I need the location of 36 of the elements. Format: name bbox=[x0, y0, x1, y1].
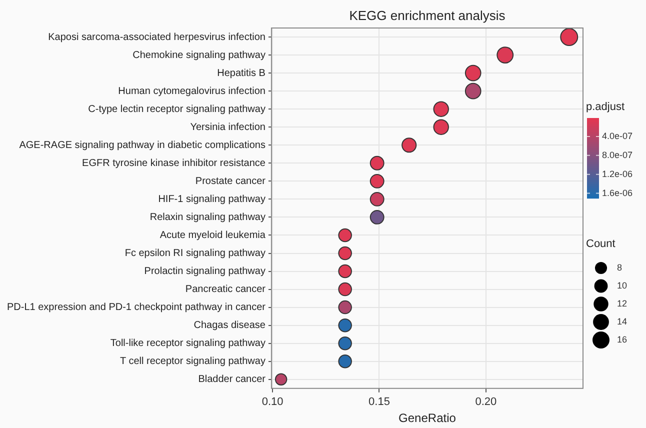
legend-title: Count bbox=[586, 238, 616, 250]
y-tick-label: Yersinia infection bbox=[190, 122, 266, 133]
color-bar-label: 4.0e-07 bbox=[602, 130, 633, 141]
y-tick-label: Kaposi sarcoma-associated herpesvirus infection bbox=[48, 32, 266, 43]
y-tick-label: AGE-RAGE signaling pathway in diabetic complications bbox=[19, 140, 266, 151]
legend-label: 10 bbox=[617, 280, 628, 290]
y-tick-label: C-type lectin receptor signaling pathway bbox=[88, 104, 266, 115]
color-bar-label: 1.6e-06 bbox=[602, 188, 633, 198]
x-axis-title: GeneRatio bbox=[398, 411, 456, 426]
y-tick-label: Chagas disease bbox=[194, 320, 266, 332]
x-tick-label: 0.10 bbox=[262, 396, 284, 408]
y-tick-label: PD-L1 expression and PD-1 checkpoint pathway in cancer bbox=[6, 302, 266, 314]
y-tick-label: Fc epsilon RI signaling pathway bbox=[124, 248, 266, 259]
legend-label: 16 bbox=[617, 334, 628, 344]
y-tick-label: Relaxin signaling pathway bbox=[150, 212, 266, 223]
y-tick-label: Pancreatic cancer bbox=[185, 284, 266, 296]
y-tick-label: Chemokine signaling pathway bbox=[132, 50, 266, 61]
color-bar-title: p.adjust bbox=[586, 101, 625, 113]
legend-label: 8 bbox=[617, 262, 622, 272]
color-bar-label: 1.2e-06 bbox=[602, 168, 633, 179]
y-tick-label: Prostate cancer bbox=[195, 176, 266, 187]
legend-label: 14 bbox=[617, 316, 628, 326]
y-tick-label: Prolactin signaling pathway bbox=[144, 266, 266, 278]
y-tick-label: EGFR tyrosine kinase inhibitor resistance bbox=[82, 158, 266, 169]
y-tick-label: Bladder cancer bbox=[198, 374, 266, 386]
y-tick-label: Acute myeloid leukemia bbox=[160, 230, 266, 241]
y-tick-label: Human cytomegalovirus infection bbox=[118, 86, 266, 97]
x-tick-label: 0.20 bbox=[475, 396, 497, 408]
y-tick-label: T cell receptor signaling pathway bbox=[120, 356, 266, 368]
y-tick-label: Hepatitis B bbox=[217, 68, 266, 79]
x-tick-label: 0.15 bbox=[368, 396, 390, 408]
color-bar-label: 8.0e-07 bbox=[602, 150, 633, 160]
chart-title: KEGG enrichment analysis bbox=[349, 8, 506, 23]
legend-label: 12 bbox=[617, 298, 628, 308]
y-tick-label: Toll-like receptor signaling pathway bbox=[110, 338, 266, 350]
y-tick-label: HIF-1 signaling pathway bbox=[158, 194, 266, 205]
